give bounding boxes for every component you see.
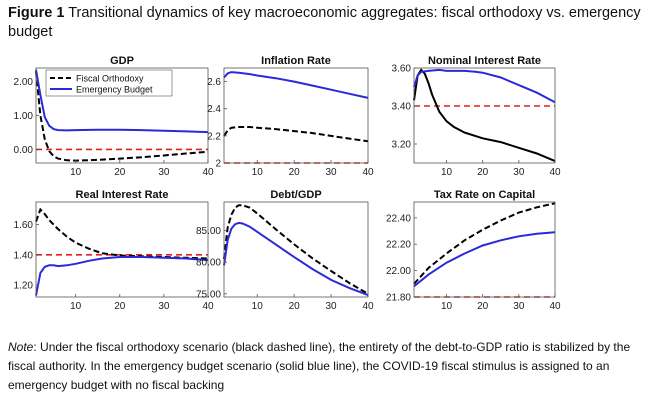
legend-label: Emergency Budget [76,85,153,95]
y-tick-label: 3.20 [392,140,412,151]
y-tick-label: 1.40 [14,250,34,261]
panel-title: Inflation Rate [261,55,331,67]
y-tick-label: 1.00 [14,111,34,122]
panel-1: GDP 10 20 30 40 0.00 1.00 2.00 Fiscal OrthodoxyE… [14,55,214,178]
x-tick-label: 20 [289,167,301,178]
x-tick-label: 30 [513,167,525,178]
y-tick-label: 22.20 [386,240,411,251]
panel-2: Inflation Rate 10 20 30 40 2 2.2 2.4 2.6 [207,55,374,178]
y-tick-label: 2 [215,159,221,170]
y-tick-label: 21.80 [386,293,411,304]
x-tick-label: 20 [477,301,489,312]
figure-caption: Figure 1 Transitional dynamics of key ma… [8,4,658,42]
x-tick-label: 30 [513,301,525,312]
x-tick-label: 30 [326,301,338,312]
y-tick-label: 75.00 [196,289,221,300]
y-tick-label: 1.60 [14,220,34,231]
x-tick-label: 40 [362,301,374,312]
x-tick-label: 40 [549,301,561,312]
x-tick-label: 20 [289,301,301,312]
x-tick-label: 10 [70,301,82,312]
series-line-emergency-budget [413,68,556,104]
panel-title: Tax Rate on Capital [434,189,535,201]
series-line-fiscal-orthodoxy [223,126,369,143]
note-text: : Under the fiscal orthodoxy scenario (b… [8,340,631,392]
plot-frame [223,201,369,298]
x-tick-label: 20 [114,301,126,312]
chart-grid: GDP 10 20 30 40 0.00 1.00 2.00 Fiscal OrthodoxyE… [14,55,561,312]
series-line-fiscal-orthodoxy [413,68,556,163]
plot-frame [413,67,556,164]
x-tick-label: 10 [441,167,453,178]
panel-4: Real Interest Rate 10 20 30 40 1.20 1.40 1.60 [14,189,214,312]
figure-label: Figure 1 [8,5,65,21]
y-tick-label: 2.4 [207,104,221,115]
x-tick-label: 40 [549,167,561,178]
y-tick-label: 2.6 [207,77,221,88]
plot-frame [413,201,556,298]
x-tick-label: 30 [326,167,338,178]
legend-box [45,69,173,97]
x-tick-label: 20 [114,167,126,178]
x-tick-label: 40 [202,167,214,178]
series-line-emergency-budget [35,69,209,134]
series-line-emergency-budget [223,221,369,297]
panel-3: Nominal Interest Rate 10 20 30 40 3.20 3.40 3.6… [392,55,561,178]
y-tick-label: 2.00 [14,77,34,88]
panel-title: Debt/GDP [270,189,321,201]
series-line-fiscal-orthodoxy [35,207,209,260]
x-tick-label: 30 [158,301,170,312]
y-tick-label: 22.40 [386,213,411,224]
panel-title: Real Interest Rate [76,189,169,201]
panel-6: Tax Rate on Capital 10 20 30 40 21.80 22.00 22.… [386,189,561,312]
y-tick-label: 85.00 [196,226,221,237]
series-line-emergency-budget [35,256,209,296]
x-tick-label: 40 [202,301,214,312]
plot-frame [223,67,369,164]
x-tick-label: 40 [362,167,374,178]
x-tick-label: 10 [70,167,82,178]
x-tick-label: 20 [477,167,489,178]
x-tick-label: 10 [252,301,264,312]
series-line-emergency-budget [223,71,369,99]
panel-title: GDP [110,55,134,67]
y-tick-label: 3.60 [392,64,412,75]
y-tick-label: 80.00 [196,258,221,269]
y-tick-label: 0.00 [14,145,34,156]
y-tick-label: 3.40 [392,102,412,113]
figure-note: Note: Under the fiscal orthodoxy scenari… [8,338,658,395]
y-tick-label: 1.20 [14,280,34,291]
x-tick-label: 10 [441,301,453,312]
y-tick-label: 22.00 [386,266,411,277]
figure-title: Transitional dynamics of key macroeconom… [8,5,641,40]
series-line-fiscal-orthodoxy [413,202,556,285]
legend-label: Fiscal Orthodoxy [76,74,144,84]
x-tick-label: 10 [252,167,264,178]
x-tick-label: 30 [158,167,170,178]
series-line-emergency-budget [413,231,556,288]
panel-title: Nominal Interest Rate [428,55,541,67]
note-label: Note [8,340,34,354]
plot-frame [35,201,209,298]
series-line-fiscal-orthodoxy [223,204,369,295]
y-tick-label: 2.2 [207,131,221,142]
